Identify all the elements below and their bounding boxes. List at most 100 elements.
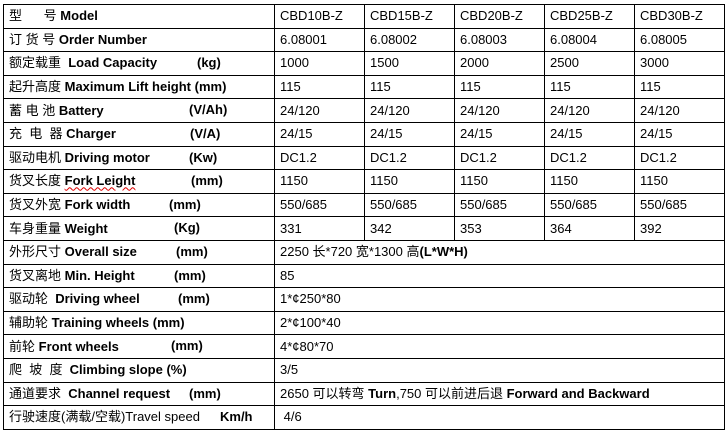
label-unit: (Kg) (174, 220, 200, 236)
value-cell: 6.08003 (454, 27, 545, 53)
value-cell: 115 (544, 74, 635, 100)
label-chinese: 辅助轮 (9, 315, 52, 331)
label-chinese: 驱动电机 (9, 149, 65, 165)
table-row: 前轮 Front wheels (mm) 4*¢80*70 (3, 334, 725, 359)
value-cell: 115 (634, 74, 725, 100)
row-label: 货叉离地 Min. Height (mm) (3, 263, 275, 289)
value-cell-merged: 3/5 (274, 357, 725, 383)
row-label: 额定载重 Load Capacity (kg) (3, 51, 275, 76)
value-cell: 24/15 (454, 121, 545, 147)
value-cell-merged: 1*¢250*80 (274, 287, 725, 312)
table-row: 爬 坡 度 Climbing slope (%) 3/5 (3, 357, 725, 383)
label-unit: (V/Ah) (189, 102, 228, 118)
label-unit: (mm) (191, 173, 223, 189)
label-chinese: 通道要求 (9, 385, 69, 401)
label-chinese: 订 货 号 (9, 31, 59, 47)
value-text-bold: Turn (368, 385, 397, 401)
row-label: 爬 坡 度 Climbing slope (%) (3, 357, 275, 383)
label-unit: (V/A) (190, 125, 221, 141)
value-cell: 6.08002 (364, 27, 455, 53)
label-chinese: 行驶速度(满载/空载) (9, 409, 126, 425)
value-cell: 353 (454, 216, 545, 241)
row-label: 辅助轮 Training wheels (mm) (3, 310, 275, 336)
label-english: Model (60, 8, 98, 24)
table-row: 货叉长度 Fork Leight (mm) 1150 1150 1150 1150 1150 (3, 169, 725, 194)
label-chinese: 额定载重 (9, 55, 69, 71)
label-chinese: 货叉长度 (9, 173, 65, 189)
table-row: 型 号 Model CBD10B-Z CBD15B-Z CBD20B-Z CBD25B-… (3, 4, 725, 29)
label-chinese: 货叉外宽 (9, 197, 65, 213)
label-english: Min. Height (64, 267, 135, 283)
value-cell: 550/685 (364, 192, 455, 218)
row-label: 型 号 Model (3, 4, 275, 29)
label-chinese: 驱动轮 (9, 291, 56, 307)
value-cell: 342 (364, 216, 455, 241)
table-row: 货叉外宽 Fork width (mm) 550/685 550/685 550/685… (3, 192, 725, 218)
label-english: Fork Leight (64, 173, 136, 189)
value-cell: 24/15 (634, 121, 725, 147)
table-row: 外形尺寸 Overall size (mm) 2250 长*720 宽*1300 高… (3, 239, 725, 265)
value-cell: 364 (544, 216, 635, 241)
value-cell: 24/120 (274, 98, 365, 123)
value-cell: CBD10B-Z (274, 4, 365, 29)
value-text: 85 (280, 267, 295, 283)
label-chinese: 型 号 (9, 8, 61, 24)
value-cell: 24/15 (364, 121, 455, 147)
value-cell: CBD25B-Z (544, 4, 635, 29)
label-unit: Km/h (220, 409, 253, 425)
label-chinese: 货叉离地 (9, 267, 65, 283)
row-label: 行驶速度(满载/空载)Travel speed Km/h (3, 405, 275, 430)
label-chinese: 起升高度 (9, 79, 65, 95)
row-label: 前轮 Front wheels (mm) (3, 334, 275, 359)
row-label: 货叉长度 Fork Leight (mm) (3, 169, 275, 194)
label-chinese: 外形尺寸 (9, 244, 65, 260)
value-cell: 1150 (364, 169, 455, 194)
value-cell: CBD20B-Z (454, 4, 545, 29)
value-cell: 550/685 (544, 192, 635, 218)
label-english: Weight (64, 220, 108, 236)
value-cell: DC1.2 (274, 145, 365, 171)
row-label: 起升高度 Maximum Lift height (mm) (3, 74, 275, 100)
value-cell: 24/120 (634, 98, 725, 123)
value-cell-merged: 2250 长*720 宽*1300 高(L*W*H) (274, 239, 725, 265)
label-english: Travel speed (125, 409, 200, 425)
label-unit: (mm) (189, 385, 221, 401)
value-cell: 1500 (364, 51, 455, 76)
label-english: Front wheels (38, 338, 119, 354)
table-row: 行驶速度(满载/空载)Travel speed Km/h 4/6 (3, 405, 725, 430)
row-label: 蓄 电 池 Battery (V/Ah) (3, 98, 275, 123)
table-row: 通道要求 Channel request (mm) 2650 可以转弯 Turn,7… (3, 381, 725, 407)
value-cell: 3000 (634, 51, 725, 76)
label-chinese: 前轮 (9, 338, 39, 354)
value-cell-merged: 2650 可以转弯 Turn,750 可以前进后退 Forward and Ba… (274, 381, 725, 407)
value-cell: 115 (274, 74, 365, 100)
value-cell: 1150 (454, 169, 545, 194)
value-cell: 1150 (274, 169, 365, 194)
row-label: 货叉外宽 Fork width (mm) (3, 192, 275, 218)
label-english: Fork width (64, 197, 131, 213)
label-unit: (mm) (171, 338, 203, 354)
row-label: 订 货 号 Order Number (3, 27, 275, 53)
value-text: 1*¢250*80 (280, 291, 341, 307)
value-cell: DC1.2 (364, 145, 455, 171)
row-label: 外形尺寸 Overall size (mm) (3, 239, 275, 265)
value-text-2: ,750 可以前进后退 (396, 385, 507, 401)
table-row: 驱动电机 Driving motor (Kw) DC1.2 DC1.2 DC1.2 DC1… (3, 145, 725, 171)
value-cell: DC1.2 (544, 145, 635, 171)
label-chinese: 蓄 电 池 (9, 102, 59, 118)
value-text-2-bold: Forward and Backward (506, 385, 650, 401)
value-text-bold: (L*W*H) (419, 244, 468, 260)
label-unit: (kg) (197, 55, 221, 71)
value-cell: 6.08005 (634, 27, 725, 53)
value-cell: 331 (274, 216, 365, 241)
value-cell: 550/685 (634, 192, 725, 218)
value-cell: CBD30B-Z (634, 4, 725, 29)
table-row: 驱动轮 Driving wheel (mm) 1*¢250*80 (3, 287, 725, 312)
label-english: Battery (58, 102, 104, 118)
value-text: 2*¢100*40 (280, 315, 341, 331)
label-english: Driving motor (64, 149, 150, 165)
value-cell: 6.08004 (544, 27, 635, 53)
value-text: 4*¢80*70 (280, 338, 334, 354)
table-row: 订 货 号 Order Number 6.08001 6.08002 6.08003 6… (3, 27, 725, 53)
label-english: Channel request (68, 385, 171, 401)
